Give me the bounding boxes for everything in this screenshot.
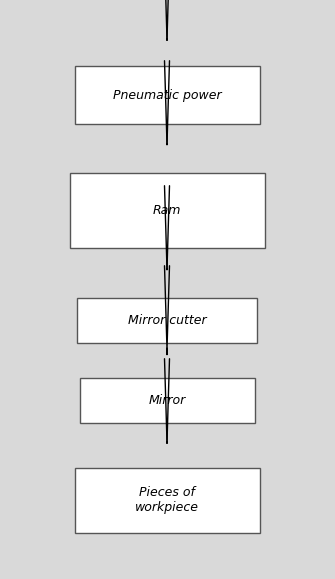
Bar <box>77 298 257 343</box>
Bar <box>74 66 260 124</box>
Bar <box>79 378 255 423</box>
Text: Mirror cutter: Mirror cutter <box>128 313 206 327</box>
Bar <box>74 467 260 533</box>
Text: Pieces of
workpiece: Pieces of workpiece <box>135 486 199 514</box>
Text: Pneumatic power: Pneumatic power <box>113 89 221 101</box>
Text: Ram: Ram <box>153 203 181 217</box>
Bar <box>69 173 265 247</box>
Text: Mirror: Mirror <box>148 394 186 406</box>
